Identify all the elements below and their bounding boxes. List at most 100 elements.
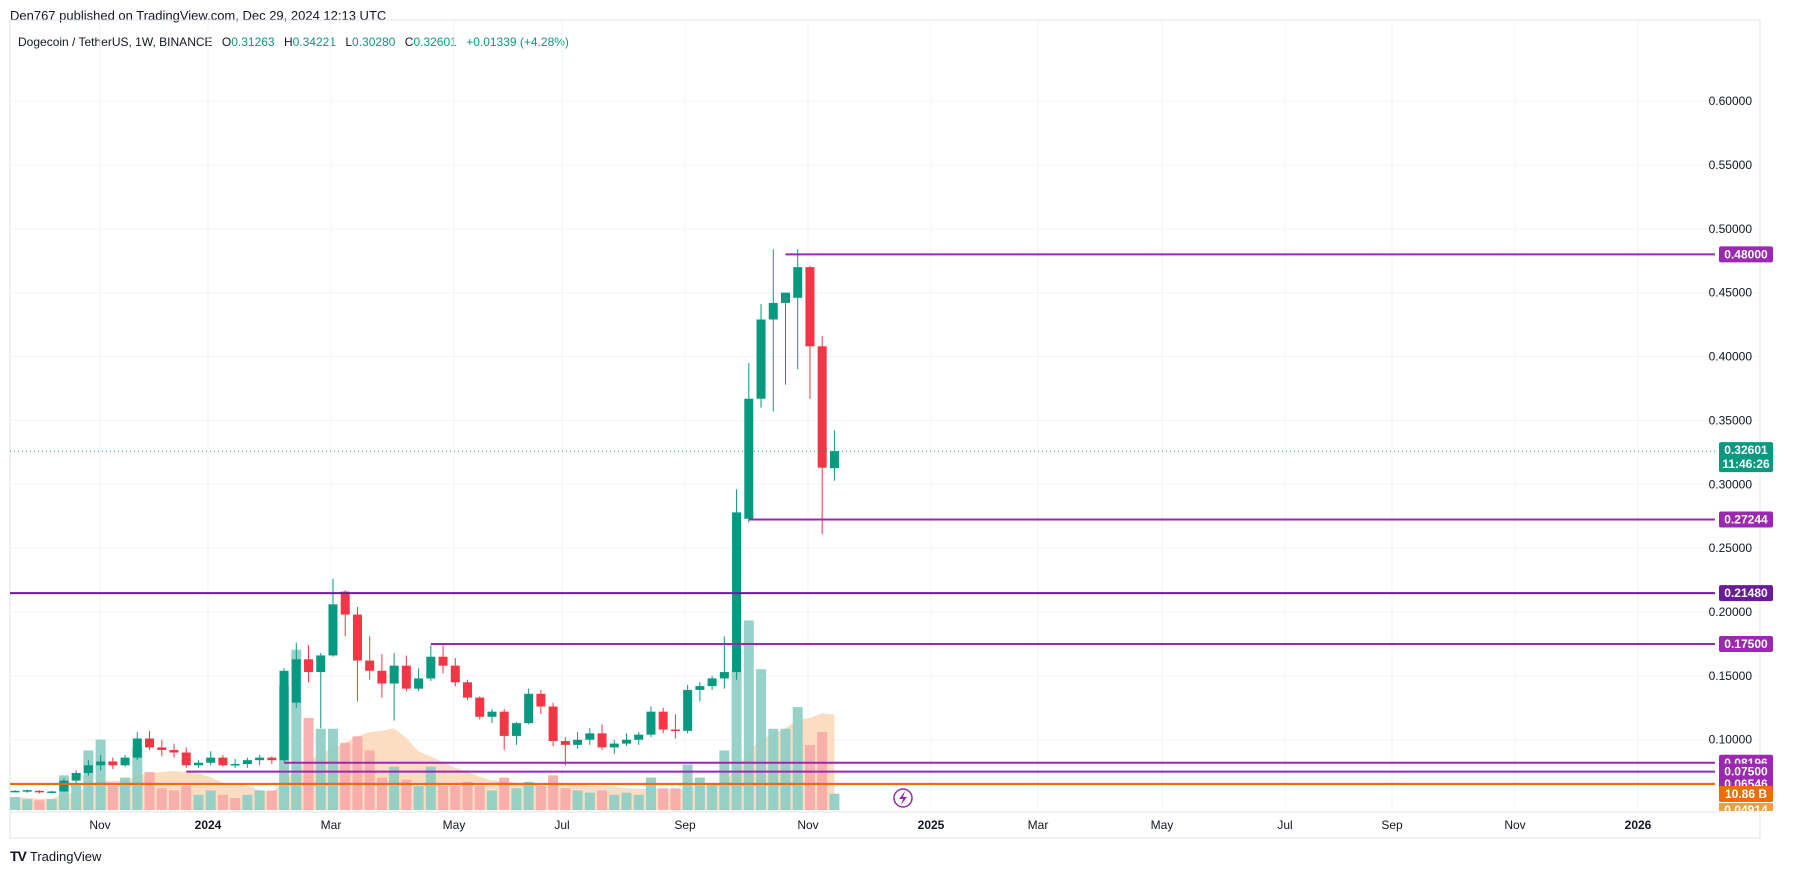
candle-body (206, 757, 216, 763)
price-level-tag-text: 0.48000 (1724, 247, 1768, 261)
x-tick-label: Nov (1504, 818, 1525, 832)
volume-bar (804, 745, 815, 810)
volume-bar (756, 669, 767, 810)
candle-body (328, 604, 338, 656)
x-tick-label: Sep (1381, 818, 1403, 832)
candle-body (389, 665, 399, 684)
candle-body (108, 761, 118, 766)
volume-bar (450, 786, 461, 810)
candle-body (157, 747, 167, 750)
volume-bar (572, 790, 583, 810)
axis-layer: 0.60000 0.55000 0.50000 0.45000 0.40000 0.350… (10, 94, 1760, 832)
y-tick-label: 0.30000 (1709, 477, 1753, 491)
y-tick-label: 0.55000 (1709, 158, 1753, 172)
low-value: 0.30280 (352, 35, 396, 49)
y-tick-label: 0.25000 (1709, 541, 1753, 555)
volume-bar (34, 800, 45, 810)
volume-bar (340, 742, 351, 810)
candle-body (695, 686, 705, 690)
volume-bar (107, 786, 118, 810)
candle-body (609, 743, 619, 748)
volume-bar (217, 794, 228, 810)
volume-bar (780, 728, 791, 810)
candle-body (438, 656, 448, 666)
symbol-legend: Dogecoin / TetherUS, 1W, BINANCE O0.3126… (18, 35, 569, 49)
candle-body (230, 764, 240, 766)
close-label: C (404, 35, 414, 49)
price-level-tag-text: 0.21480 (1724, 586, 1768, 600)
candle-body (499, 711, 509, 736)
y-tick-label: 0.60000 (1709, 94, 1753, 108)
x-tick-label: Mar (1028, 818, 1049, 832)
volume-bar (95, 739, 106, 810)
volume-bar (291, 649, 302, 810)
price-level-tag (1719, 635, 1773, 652)
volume-bar (645, 777, 656, 810)
candle-body (291, 659, 301, 703)
x-tick-label: Jul (1277, 818, 1292, 832)
tradingview-logo-text: TradingView (29, 848, 102, 864)
volume-bar (438, 786, 449, 810)
y-tick-label: 0.45000 (1709, 286, 1753, 300)
volume-bar (46, 799, 57, 810)
volume-bar (376, 777, 387, 810)
candle-body (316, 655, 326, 673)
x-tick-label: Mar (321, 818, 342, 832)
volume-bar (205, 790, 216, 810)
volume-bar (548, 775, 559, 810)
lightning-icon[interactable] (893, 788, 913, 808)
volume-level-tag-text: 10.86 B (1725, 787, 1767, 801)
candle-body (817, 346, 827, 468)
candle-body (475, 697, 485, 717)
x-tick-label: May (1151, 818, 1174, 832)
volume-bar (254, 790, 265, 810)
candle-body (10, 790, 20, 793)
candle-body (719, 672, 729, 679)
volume-bar (584, 792, 595, 810)
candle-body (536, 693, 546, 707)
volume-bar (474, 786, 485, 810)
grid-layer (9, 19, 1761, 839)
candle-body (622, 739, 631, 744)
y-tick-label: 0.40000 (1709, 350, 1753, 364)
candle-body (255, 757, 265, 761)
candle-body (377, 670, 387, 684)
volume-bar (523, 781, 534, 810)
volume-bar (327, 728, 338, 810)
candle-body (670, 729, 680, 732)
candle-body (22, 790, 32, 792)
bottom-price-tag-text: 0.04914 (1724, 803, 1768, 817)
volume-bar (682, 764, 693, 810)
high-label: H (283, 35, 293, 49)
symbol-title[interactable]: Dogecoin / TetherUS, 1W, BINANCE (18, 35, 213, 49)
current-price-tag (1719, 442, 1773, 473)
candle-body (120, 757, 130, 766)
candle-body (414, 678, 424, 689)
candle-body (487, 711, 497, 717)
volume-bar (621, 792, 632, 810)
volume-bar (511, 788, 522, 810)
candle-body (646, 711, 656, 735)
x-tick-label: Sep (674, 818, 696, 832)
price-level-tag-text: 0.17500 (1724, 637, 1768, 651)
volume-bar (83, 750, 94, 810)
candle-body (780, 292, 790, 303)
candle-body (340, 591, 350, 615)
candle-body (352, 614, 362, 661)
candle-layer (10, 249, 839, 794)
tradingview-logo[interactable]: TV TradingView (10, 848, 101, 864)
current-price-tag-text: 0.32601 (1724, 443, 1768, 457)
y-tick-label: 0.15000 (1709, 669, 1753, 683)
x-tick-label: 2026 (1625, 818, 1652, 832)
volume-bar (633, 794, 644, 810)
tradingview-logo-icon: TV (10, 848, 27, 864)
change-value: +0.01339 (+4.28%) (466, 35, 569, 49)
candle-body (634, 734, 644, 740)
x-tick-label: Nov (797, 818, 818, 832)
volume-bar (768, 728, 779, 810)
volume-bar (71, 782, 82, 810)
x-tick-label: Nov (89, 818, 110, 832)
candle-body (683, 689, 693, 731)
published-by-text: Den767 published on TradingView.com, Dec… (10, 8, 387, 23)
